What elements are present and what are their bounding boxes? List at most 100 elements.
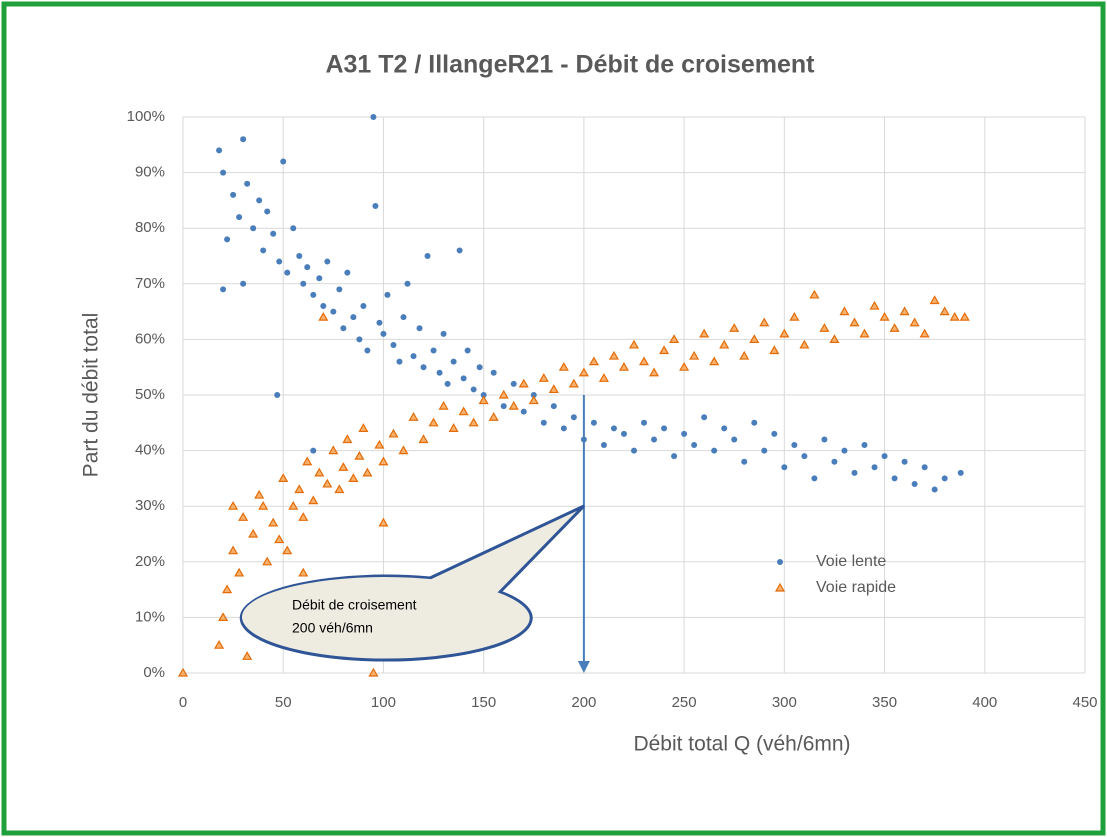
point bbox=[821, 436, 828, 443]
point bbox=[959, 311, 970, 321]
point bbox=[691, 442, 698, 449]
point bbox=[240, 136, 247, 143]
point bbox=[669, 334, 680, 343]
x-tick-label: 350 bbox=[872, 694, 897, 711]
point bbox=[330, 308, 337, 315]
point bbox=[224, 236, 231, 243]
point bbox=[879, 311, 890, 321]
point bbox=[308, 495, 319, 505]
point bbox=[488, 412, 499, 421]
point bbox=[871, 464, 878, 471]
point bbox=[378, 517, 389, 527]
point bbox=[376, 319, 383, 326]
point bbox=[460, 375, 467, 382]
point bbox=[550, 403, 557, 410]
point bbox=[731, 436, 738, 443]
point bbox=[681, 430, 688, 437]
point bbox=[420, 364, 427, 371]
point bbox=[368, 667, 379, 677]
y-tick-label: 0% bbox=[143, 664, 165, 681]
callout-text: Débit de croisement bbox=[292, 597, 417, 613]
point bbox=[608, 350, 619, 360]
point bbox=[861, 442, 868, 449]
point bbox=[228, 545, 239, 555]
point bbox=[490, 369, 497, 376]
point bbox=[500, 403, 507, 410]
point bbox=[901, 458, 908, 465]
point bbox=[356, 336, 363, 343]
point bbox=[348, 473, 359, 482]
point bbox=[374, 439, 385, 449]
arrow-head bbox=[577, 661, 590, 673]
point bbox=[276, 258, 283, 265]
y-tick-label: 40% bbox=[135, 442, 165, 459]
point bbox=[448, 423, 459, 432]
point bbox=[280, 158, 287, 165]
point bbox=[338, 462, 349, 471]
point bbox=[480, 392, 487, 398]
point bbox=[939, 306, 950, 316]
point bbox=[869, 300, 880, 310]
point bbox=[350, 314, 357, 321]
point bbox=[528, 395, 539, 405]
point bbox=[590, 419, 597, 426]
point bbox=[318, 311, 329, 321]
point bbox=[236, 214, 243, 221]
point bbox=[801, 453, 808, 460]
point bbox=[831, 458, 838, 465]
point bbox=[242, 651, 253, 660]
point bbox=[444, 380, 451, 387]
point bbox=[628, 339, 640, 349]
point bbox=[749, 334, 760, 343]
point bbox=[949, 311, 960, 321]
point bbox=[498, 389, 509, 399]
point bbox=[400, 314, 407, 321]
point bbox=[396, 358, 403, 365]
x-tick-label: 200 bbox=[571, 694, 596, 711]
point bbox=[799, 339, 810, 349]
point bbox=[470, 386, 477, 393]
point bbox=[218, 612, 229, 622]
point bbox=[248, 528, 259, 538]
point bbox=[220, 286, 227, 293]
point bbox=[518, 378, 529, 388]
point bbox=[430, 347, 437, 354]
point bbox=[284, 269, 291, 276]
point bbox=[929, 295, 940, 305]
point bbox=[344, 269, 351, 276]
point bbox=[440, 330, 447, 337]
point bbox=[809, 289, 820, 299]
point bbox=[410, 353, 417, 360]
point bbox=[851, 469, 858, 476]
x-tick-label: 300 bbox=[772, 694, 797, 711]
point bbox=[298, 512, 309, 521]
point bbox=[274, 392, 281, 398]
y-tick-label: 80% bbox=[135, 219, 165, 236]
point bbox=[891, 475, 898, 482]
point bbox=[769, 345, 780, 355]
callout-text: 200 véh/6mn bbox=[292, 620, 373, 636]
point bbox=[661, 425, 668, 432]
point bbox=[919, 328, 930, 338]
y-axis-label: Part du débit total bbox=[80, 313, 103, 478]
point bbox=[610, 425, 617, 432]
point bbox=[560, 425, 567, 432]
point bbox=[781, 464, 788, 471]
point bbox=[729, 323, 740, 332]
point bbox=[538, 373, 549, 382]
point bbox=[679, 361, 690, 371]
legend-marker bbox=[777, 559, 783, 565]
point bbox=[288, 500, 299, 510]
point bbox=[779, 328, 790, 338]
point bbox=[600, 442, 607, 449]
point bbox=[340, 325, 347, 332]
point bbox=[839, 306, 850, 316]
point bbox=[336, 286, 343, 293]
point bbox=[256, 197, 263, 204]
y-tick-label: 100% bbox=[127, 108, 165, 125]
point bbox=[230, 191, 237, 198]
x-tick-label: 400 bbox=[972, 694, 997, 711]
point bbox=[464, 347, 471, 354]
point bbox=[316, 275, 323, 282]
x-tick-label: 150 bbox=[471, 694, 496, 711]
